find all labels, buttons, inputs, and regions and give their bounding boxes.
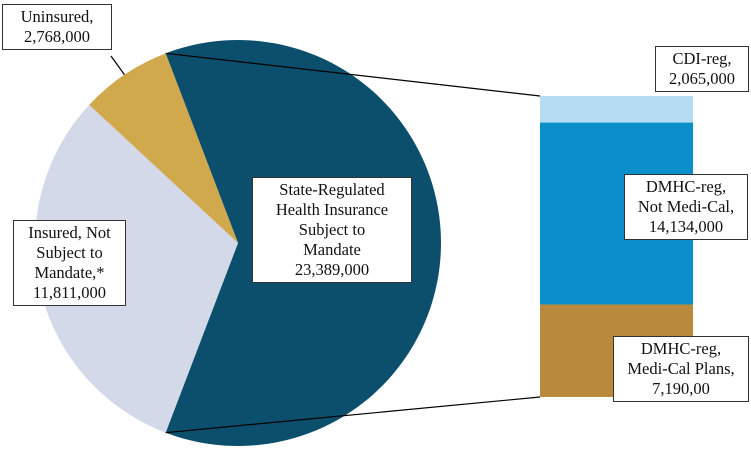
connector-line-bottom [165, 396, 541, 434]
connector-lines [165, 52, 541, 434]
bar-segment-cdi-reg [540, 96, 693, 123]
segment-label-cdi-reg: CDI-reg, 2,065,000 [655, 46, 749, 92]
slice-label-insured-not-subject: Insured, Not Subject to Mandate,* 11,811… [13, 220, 126, 306]
slice-label-state-regulated: State-Regulated Health Insurance Subject… [252, 177, 412, 283]
connector-line-top [165, 52, 541, 97]
leader-line-uninsured [110, 55, 125, 76]
segment-label-dmhc-not-medi-cal: DMHC-reg, Not Medi-Cal, 14,134,000 [624, 174, 748, 240]
pie-slice-insured-not-subject [34, 104, 238, 433]
segment-label-dmhc-medi-cal-plans: DMHC-reg, Medi-Cal Plans, 7,190,00 [613, 336, 749, 402]
pie-slice-uninsured [89, 53, 238, 244]
slice-label-uninsured: Uninsured, 2,768,000 [2, 4, 112, 50]
leader-lines [110, 55, 125, 76]
